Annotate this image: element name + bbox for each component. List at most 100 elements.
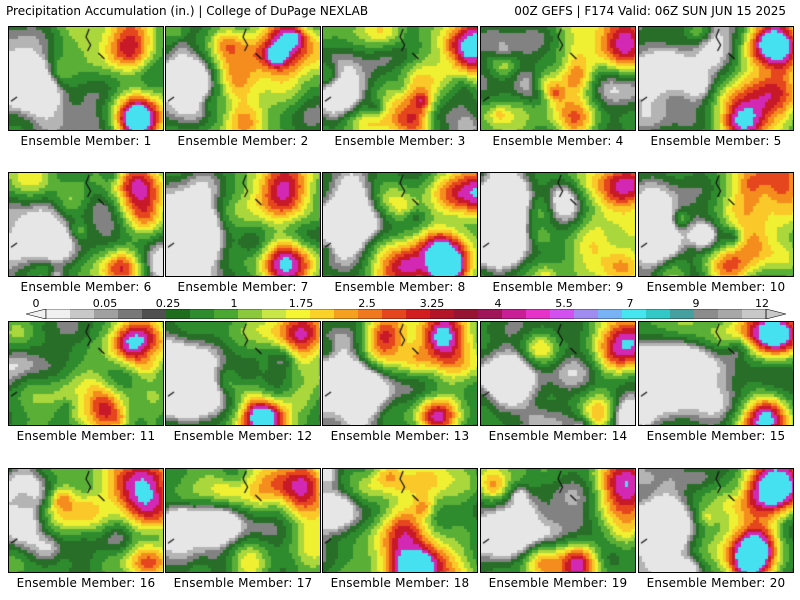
member-map-panel	[165, 321, 321, 426]
member-map-panel	[8, 321, 164, 426]
colorbar-swatch	[382, 309, 407, 319]
colorbar	[26, 309, 786, 319]
colorbar-swatch	[70, 309, 95, 319]
colorbar-swatch	[94, 309, 119, 319]
colorbar-tick-label: 3.25	[419, 297, 445, 310]
member-label: Ensemble Member: 1	[20, 134, 152, 148]
colorbar-swatch	[238, 309, 263, 319]
colorbar-swatch	[118, 309, 143, 319]
colorbar-low-arrow	[26, 309, 47, 319]
precip-field	[639, 27, 793, 130]
colorbar-swatch	[190, 309, 215, 319]
member-label: Ensemble Member: 4	[492, 134, 624, 148]
colorbar-high-arrow	[765, 309, 786, 319]
precip-field	[323, 322, 477, 425]
member-map-panel	[480, 321, 636, 426]
member-label: Ensemble Member: 7	[177, 280, 309, 294]
colorbar-swatch	[142, 309, 167, 319]
member-map-panel	[480, 172, 636, 277]
colorbar-swatch	[694, 309, 719, 319]
precip-field	[481, 322, 635, 425]
member-map-panel	[165, 172, 321, 277]
member-map-panel	[322, 321, 478, 426]
colorbar-tick-label: 0.05	[92, 297, 118, 310]
member-label: Ensemble Member: 13	[330, 429, 470, 443]
colorbar-tick-label: 1.75	[288, 297, 314, 310]
colorbar-swatch	[502, 309, 527, 319]
member-map-panel	[8, 172, 164, 277]
member-map-panel	[638, 468, 794, 573]
precip-field	[481, 27, 635, 130]
colorbar-swatch	[166, 309, 191, 319]
colorbar-tick-label: 12	[755, 297, 769, 310]
precip-field	[166, 322, 320, 425]
member-map-panel	[165, 468, 321, 573]
colorbar-swatch	[358, 309, 383, 319]
colorbar-swatch	[46, 309, 71, 319]
member-label: Ensemble Member: 17	[173, 576, 313, 590]
member-label: Ensemble Member: 15	[646, 429, 786, 443]
precip-field	[166, 173, 320, 276]
colorbar-swatch	[454, 309, 479, 319]
member-map-panel	[322, 26, 478, 131]
member-map-panel	[165, 26, 321, 131]
member-map-panel	[8, 26, 164, 131]
header-valid-time: 00Z GEFS | F174 Valid: 06Z SUN JUN 15 20…	[514, 4, 786, 18]
precip-field	[323, 469, 477, 572]
precip-field	[323, 27, 477, 130]
precip-field	[166, 469, 320, 572]
precip-field	[323, 173, 477, 276]
colorbar-swatch	[406, 309, 431, 319]
colorbar-tick-label: 0	[32, 297, 40, 310]
colorbar-swatch	[718, 309, 743, 319]
colorbar-swatch	[310, 309, 335, 319]
colorbar-tick-label: 0.25	[155, 297, 181, 310]
member-label: Ensemble Member: 9	[492, 280, 624, 294]
precip-field	[9, 173, 163, 276]
colorbar-swatch	[550, 309, 575, 319]
precip-field	[639, 173, 793, 276]
colorbar-swatch	[334, 309, 359, 319]
member-label: Ensemble Member: 8	[334, 280, 466, 294]
colorbar-tick-label: 7	[626, 297, 634, 310]
precip-field	[9, 469, 163, 572]
colorbar-swatch	[622, 309, 647, 319]
member-label: Ensemble Member: 2	[177, 134, 309, 148]
member-label: Ensemble Member: 16	[16, 576, 156, 590]
precip-field	[9, 27, 163, 130]
colorbar-swatch	[670, 309, 695, 319]
member-map-panel	[8, 468, 164, 573]
member-label: Ensemble Member: 6	[20, 280, 152, 294]
member-label: Ensemble Member: 3	[334, 134, 466, 148]
member-label: Ensemble Member: 12	[173, 429, 313, 443]
member-label: Ensemble Member: 5	[650, 134, 782, 148]
precip-field	[639, 322, 793, 425]
member-label: Ensemble Member: 10	[646, 280, 786, 294]
colorbar-swatch	[478, 309, 503, 319]
precip-field	[481, 469, 635, 572]
colorbar-swatch	[430, 309, 455, 319]
member-label: Ensemble Member: 20	[646, 576, 786, 590]
colorbar-tick-label: 9	[692, 297, 700, 310]
member-label: Ensemble Member: 11	[16, 429, 156, 443]
colorbar-tick-label: 4	[494, 297, 502, 310]
colorbar-swatch	[286, 309, 311, 319]
colorbar-swatch	[574, 309, 599, 319]
member-map-panel	[480, 26, 636, 131]
colorbar-tick-label: 2.5	[358, 297, 376, 310]
precip-field	[481, 173, 635, 276]
colorbar-swatch	[646, 309, 671, 319]
colorbar-swatch	[598, 309, 623, 319]
member-map-panel	[638, 321, 794, 426]
colorbar-tick-label: 5.5	[555, 297, 573, 310]
member-map-panel	[638, 172, 794, 277]
colorbar-swatch	[526, 309, 551, 319]
header-title: Precipitation Accumulation (in.) | Colle…	[6, 4, 369, 18]
member-label: Ensemble Member: 19	[488, 576, 628, 590]
member-label: Ensemble Member: 18	[330, 576, 470, 590]
colorbar-tick-label: 1	[230, 297, 238, 310]
colorbar-swatch	[262, 309, 287, 319]
precip-field	[639, 469, 793, 572]
precip-field	[9, 322, 163, 425]
member-map-panel	[480, 468, 636, 573]
